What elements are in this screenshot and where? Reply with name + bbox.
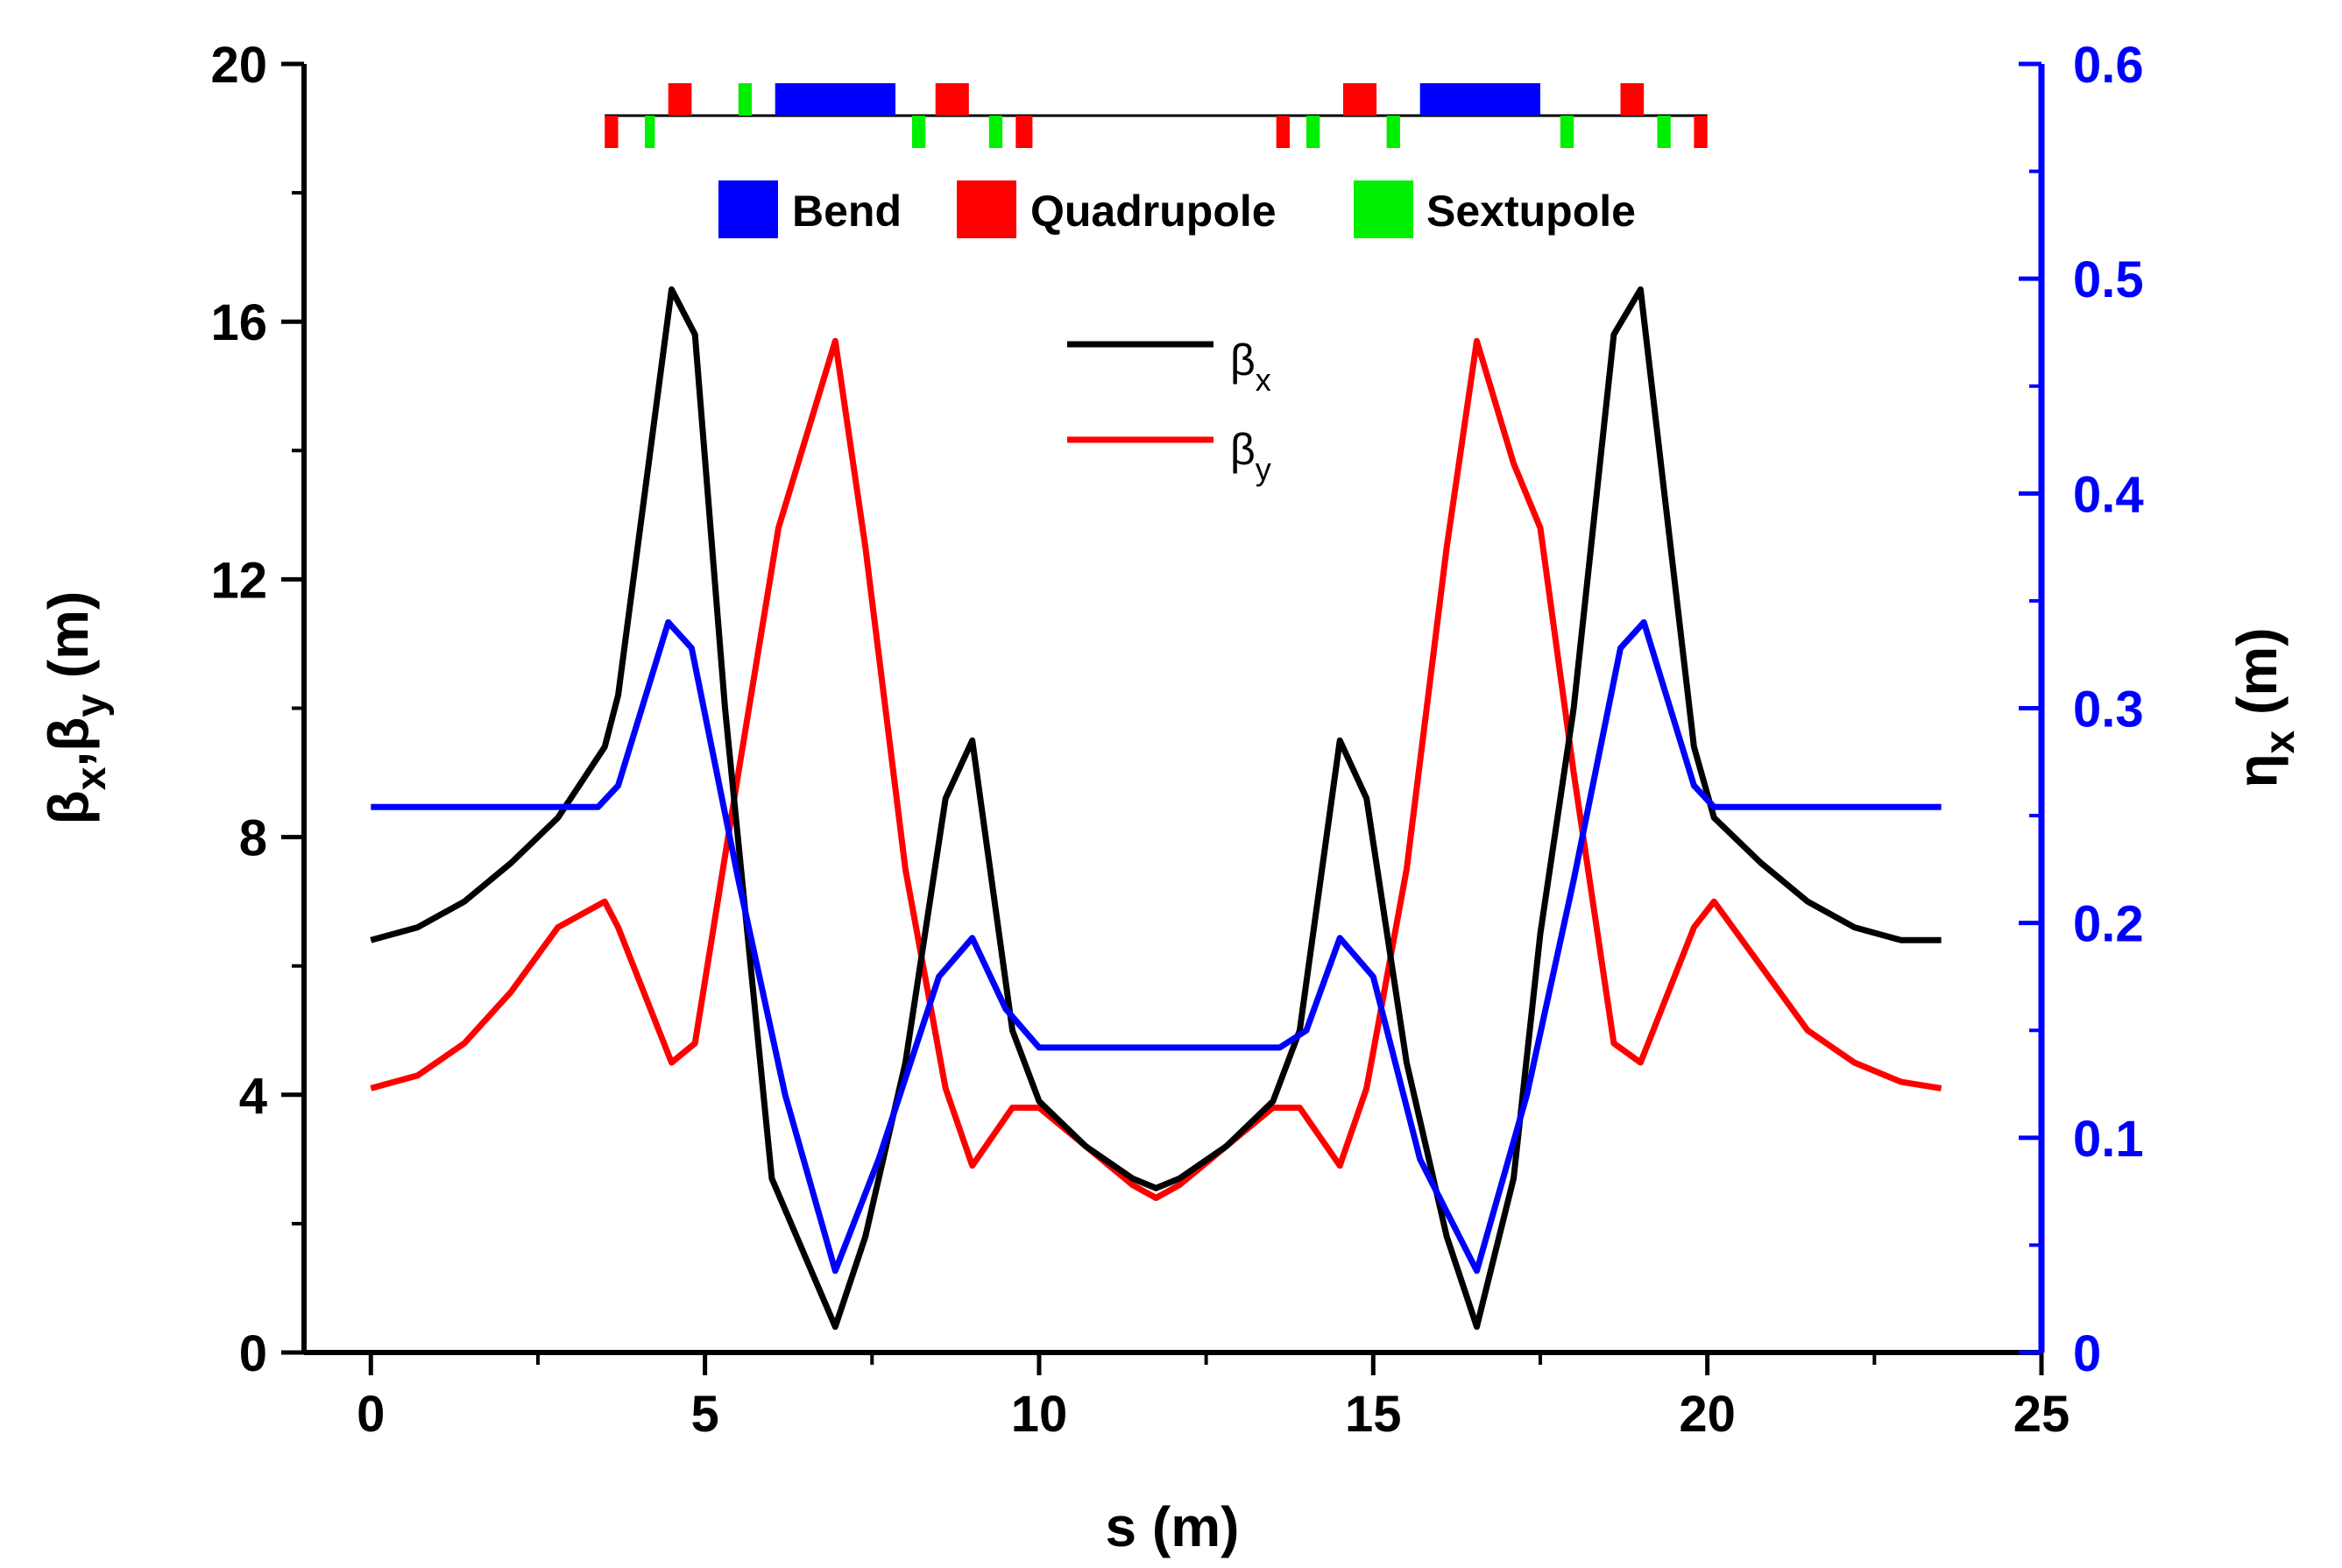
- y-tick-label-8: 8: [239, 810, 267, 867]
- beta-y-line: [370, 337, 1942, 1201]
- quadrupole-magnet: [605, 116, 619, 148]
- x-tick-label-0: 0: [357, 1386, 385, 1443]
- y2-tick-label-0.1: 0.1: [2073, 1111, 2144, 1168]
- lattice-legend: Bend Quadrupole Sextupole: [718, 180, 1636, 238]
- x-tick-label-5: 5: [690, 1386, 718, 1443]
- legend-beta-x-label: βx: [1230, 335, 1271, 398]
- bend-magnet: [775, 83, 895, 116]
- x-tick-label-15: 15: [1345, 1386, 1402, 1443]
- x-axis-title: s (m): [1106, 1495, 1240, 1558]
- legend-sextupole-swatch: [1354, 180, 1413, 238]
- x-tick-label-10: 10: [1011, 1386, 1068, 1443]
- y2-tick-label-0.2: 0.2: [2073, 896, 2144, 953]
- y-tick-label-4: 4: [239, 1068, 267, 1125]
- axis-titles: s (m) βx,βy (m) ηx (m): [37, 591, 2303, 1558]
- sextupole-magnet: [1306, 116, 1320, 148]
- quadrupole-magnet: [1276, 116, 1290, 148]
- plot-lines: [370, 286, 1942, 1331]
- y-tick-label-0: 0: [239, 1325, 267, 1382]
- sextupole-magnet: [738, 83, 753, 116]
- beta-x-line: [370, 286, 1942, 1331]
- y2-tick-label-0.4: 0.4: [2073, 466, 2144, 523]
- sextupole-magnet: [912, 116, 926, 148]
- sextupole-magnet: [1657, 116, 1671, 148]
- y2-tick-label-0.6: 0.6: [2073, 37, 2144, 94]
- legend-quadrupole-label: Quadrupole: [1030, 187, 1277, 236]
- quadrupole-magnet: [1343, 83, 1377, 116]
- legend-sextupole-label: Sextupole: [1426, 187, 1636, 236]
- y-ticks: 0 4 8 12 16 20: [210, 37, 304, 1382]
- curve-legend: βx βy: [1067, 335, 1271, 487]
- y2-tick-label-0.5: 0.5: [2073, 251, 2144, 308]
- eta-x-line: [371, 618, 1942, 1275]
- sextupole-magnet: [988, 116, 1003, 148]
- quadrupole-magnet: [1015, 116, 1033, 148]
- quadrupole-magnet: [1620, 83, 1645, 116]
- y2-tick-label-0.3: 0.3: [2073, 682, 2144, 738]
- axes: 0 5 10 15 20 25 0 4 8 12 16 20 0 0.1 0.2 0.3 0.4 0.5 0.6: [210, 37, 2143, 1443]
- y2-axis-title: ηx (m): [2225, 627, 2303, 788]
- lattice-layout: [605, 83, 1708, 148]
- sextupole-magnet: [1560, 116, 1574, 148]
- sextupole-magnet: [645, 116, 655, 148]
- y-tick-label-16: 16: [210, 294, 267, 351]
- y2-tick-label-0: 0: [2073, 1325, 2101, 1382]
- y-tick-label-20: 20: [210, 37, 267, 94]
- quadrupole-magnet: [1694, 116, 1708, 148]
- x-ticks: 0 5 10 15 20 25: [357, 1353, 2070, 1443]
- legend-quadrupole-swatch: [957, 180, 1016, 238]
- sextupole-magnet: [1386, 116, 1400, 148]
- bend-magnet: [1419, 83, 1540, 116]
- lattice-elements: [605, 83, 1708, 148]
- y-axis-title: βx,βy (m): [37, 591, 115, 825]
- legend-bend-swatch: [718, 180, 778, 238]
- x-tick-label-25: 25: [2013, 1386, 2070, 1443]
- quadrupole-magnet: [935, 83, 969, 116]
- quadrupole-magnet: [668, 83, 692, 116]
- legend-bend-label: Bend: [792, 187, 902, 236]
- x-tick-label-20: 20: [1679, 1386, 1736, 1443]
- legend-beta-y-label: βy: [1230, 425, 1271, 487]
- y2-ticks: 0 0.1 0.2 0.3 0.4 0.5 0.6: [2019, 37, 2144, 1382]
- y-tick-label-12: 12: [210, 552, 267, 609]
